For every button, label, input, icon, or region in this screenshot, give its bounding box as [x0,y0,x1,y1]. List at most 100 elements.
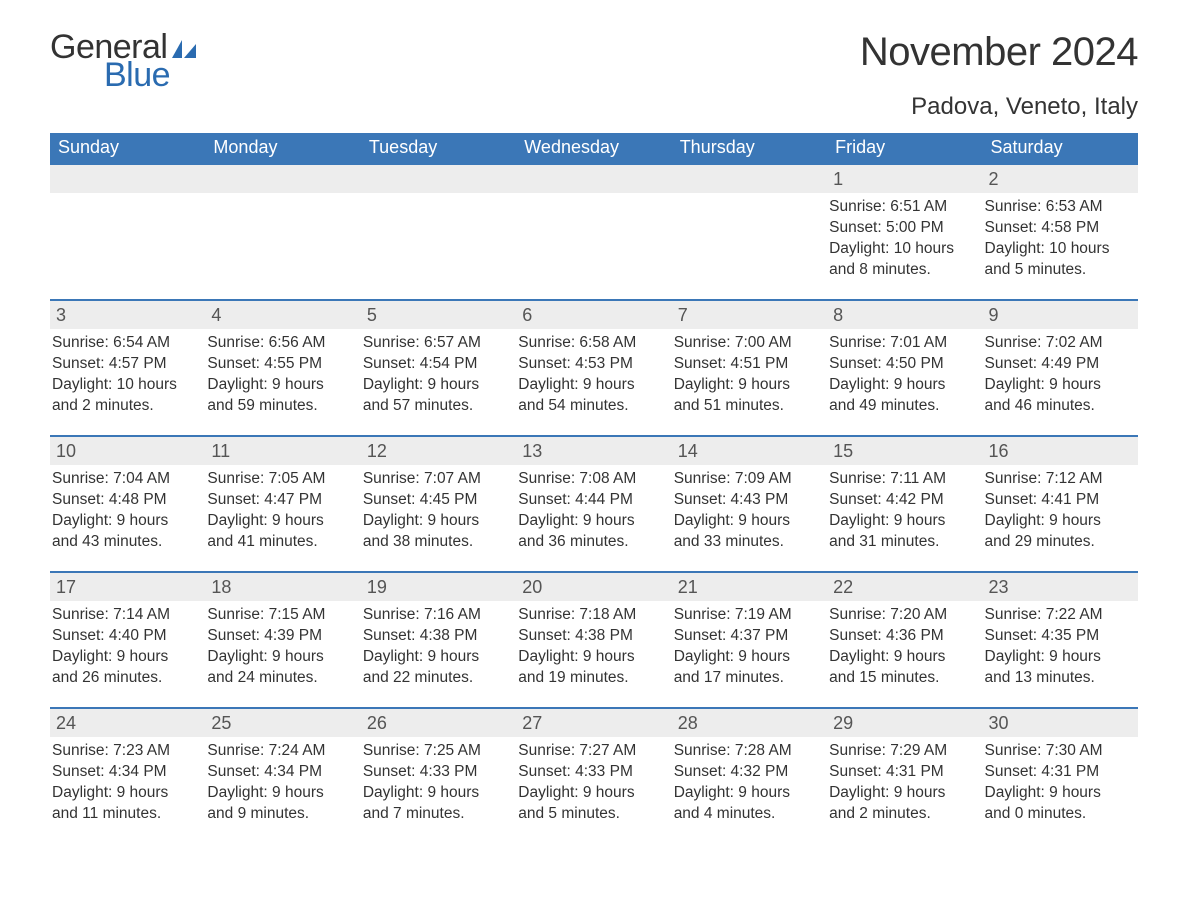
day-cell: 21 Sunrise: 7:19 AMSunset: 4:37 PMDayligh… [672,571,827,689]
location: Padova, Veneto, Italy [860,93,1138,121]
daylight-line-1: Daylight: 10 hours [985,239,1132,260]
day-cell: 27 Sunrise: 7:27 AMSunset: 4:33 PMDayligh… [516,707,671,825]
daylight-line-2: and 49 minutes. [829,396,976,417]
daylight-line-1: Daylight: 9 hours [674,647,821,668]
day-body: Sunrise: 7:09 AMSunset: 4:43 PMDaylight:… [672,469,821,553]
daylight-line-2: and 46 minutes. [985,396,1132,417]
daylight-line-2: and 22 minutes. [363,668,510,689]
day-body: Sunrise: 7:15 AMSunset: 4:39 PMDaylight:… [205,605,354,689]
logo: General Blue [50,30,198,92]
sunset-line: Sunset: 4:51 PM [674,354,821,375]
daylight-line-1: Daylight: 9 hours [518,647,665,668]
sunset-line: Sunset: 4:37 PM [674,626,821,647]
daylight-line-1: Daylight: 9 hours [674,375,821,396]
daylight-line-2: and 24 minutes. [207,668,354,689]
sunrise-line: Sunrise: 7:19 AM [674,605,821,626]
sunrise-line: Sunrise: 7:24 AM [207,741,354,762]
daylight-line-2: and 57 minutes. [363,396,510,417]
sunrise-line: Sunrise: 7:07 AM [363,469,510,490]
sunrise-line: Sunrise: 6:51 AM [829,197,976,218]
daylight-line-2: and 11 minutes. [52,804,199,825]
day-body: Sunrise: 7:27 AMSunset: 4:33 PMDaylight:… [516,741,665,825]
day-body: Sunrise: 7:05 AMSunset: 4:47 PMDaylight:… [205,469,354,553]
day-number: 8 [827,299,982,329]
sunrise-line: Sunrise: 6:56 AM [207,333,354,354]
day-number: 2 [983,163,1138,193]
day-body: Sunrise: 6:54 AMSunset: 4:57 PMDaylight:… [50,333,199,417]
sunrise-line: Sunrise: 7:30 AM [985,741,1132,762]
day-number: 14 [672,435,827,465]
daylight-line-2: and 5 minutes. [985,260,1132,281]
sunrise-line: Sunrise: 7:08 AM [518,469,665,490]
day-number: 9 [983,299,1138,329]
day-cell: 11Sunrise: 7:05 AMSunset: 4:47 PMDayligh… [205,435,360,553]
daylight-line-1: Daylight: 9 hours [363,647,510,668]
day-number: 19 [361,571,516,601]
sunset-line: Sunset: 4:47 PM [207,490,354,511]
calendar: Sunday Monday Tuesday Wednesday Thursday… [50,133,1138,825]
day-cell: 25Sunrise: 7:24 AMSunset: 4:34 PMDayligh… [205,707,360,825]
daylight-line-2: and 2 minutes. [52,396,199,417]
day-cell: 10Sunrise: 7:04 AMSunset: 4:48 PMDayligh… [50,435,205,553]
daylight-line-1: Daylight: 9 hours [674,783,821,804]
daylight-line-2: and 29 minutes. [985,532,1132,553]
sunset-line: Sunset: 4:36 PM [829,626,976,647]
day-cell: 7Sunrise: 7:00 AMSunset: 4:51 PMDaylight… [672,299,827,417]
sunrise-line: Sunrise: 6:58 AM [518,333,665,354]
daylight-line-1: Daylight: 9 hours [207,375,354,396]
day-body: Sunrise: 7:16 AMSunset: 4:38 PMDaylight:… [361,605,510,689]
weekday-header: Thursday [672,133,827,163]
day-number: 21 [672,571,827,601]
daylight-line-1: Daylight: 9 hours [363,783,510,804]
sunrise-line: Sunrise: 7:04 AM [52,469,199,490]
daylight-line-1: Daylight: 9 hours [518,375,665,396]
day-number [205,163,360,193]
sunset-line: Sunset: 4:53 PM [518,354,665,375]
daylight-line-1: Daylight: 9 hours [985,511,1132,532]
day-cell: 29Sunrise: 7:29 AMSunset: 4:31 PMDayligh… [827,707,982,825]
daylight-line-2: and 13 minutes. [985,668,1132,689]
day-body: Sunrise: 6:58 AMSunset: 4:53 PMDaylight:… [516,333,665,417]
daylight-line-1: Daylight: 9 hours [52,647,199,668]
day-number: 4 [205,299,360,329]
day-number: 27 [516,707,671,737]
sunset-line: Sunset: 4:50 PM [829,354,976,375]
sunrise-line: Sunrise: 7:20 AM [829,605,976,626]
daylight-line-2: and 31 minutes. [829,532,976,553]
sunset-line: Sunset: 4:38 PM [363,626,510,647]
day-number: 13 [516,435,671,465]
day-body: Sunrise: 7:23 AMSunset: 4:34 PMDaylight:… [50,741,199,825]
sunset-line: Sunset: 4:49 PM [985,354,1132,375]
day-number: 23 [983,571,1138,601]
day-cell: 23Sunrise: 7:22 AMSunset: 4:35 PMDayligh… [983,571,1138,689]
day-number [361,163,516,193]
page-header: General Blue November 2024 Padova, Venet… [50,30,1138,127]
day-cell: 26Sunrise: 7:25 AMSunset: 4:33 PMDayligh… [361,707,516,825]
day-cell: 30Sunrise: 7:30 AMSunset: 4:31 PMDayligh… [983,707,1138,825]
daylight-line-2: and 26 minutes. [52,668,199,689]
day-cell: 24Sunrise: 7:23 AMSunset: 4:34 PMDayligh… [50,707,205,825]
day-cell: 8Sunrise: 7:01 AMSunset: 4:50 PMDaylight… [827,299,982,417]
daylight-line-1: Daylight: 9 hours [207,647,354,668]
sunrise-line: Sunrise: 7:15 AM [207,605,354,626]
daylight-line-2: and 9 minutes. [207,804,354,825]
daylight-line-2: and 51 minutes. [674,396,821,417]
daylight-line-2: and 19 minutes. [518,668,665,689]
daylight-line-2: and 0 minutes. [985,804,1132,825]
weekday-header: Friday [827,133,982,163]
daylight-line-1: Daylight: 9 hours [985,375,1132,396]
sunset-line: Sunset: 4:40 PM [52,626,199,647]
day-number [516,163,671,193]
daylight-line-2: and 41 minutes. [207,532,354,553]
sunrise-line: Sunrise: 7:02 AM [985,333,1132,354]
day-body: Sunrise: 7:00 AMSunset: 4:51 PMDaylight:… [672,333,821,417]
sunrise-line: Sunrise: 7:16 AM [363,605,510,626]
daylight-line-1: Daylight: 9 hours [829,647,976,668]
day-cell: 20Sunrise: 7:18 AMSunset: 4:38 PMDayligh… [516,571,671,689]
day-body: Sunrise: 7:19 AMSunset: 4:37 PMDaylight:… [672,605,821,689]
sunrise-line: Sunrise: 7:29 AM [829,741,976,762]
sunset-line: Sunset: 4:54 PM [363,354,510,375]
sunset-line: Sunset: 4:43 PM [674,490,821,511]
day-cell: 4Sunrise: 6:56 AMSunset: 4:55 PMDaylight… [205,299,360,417]
weekday-header: Sunday [50,133,205,163]
